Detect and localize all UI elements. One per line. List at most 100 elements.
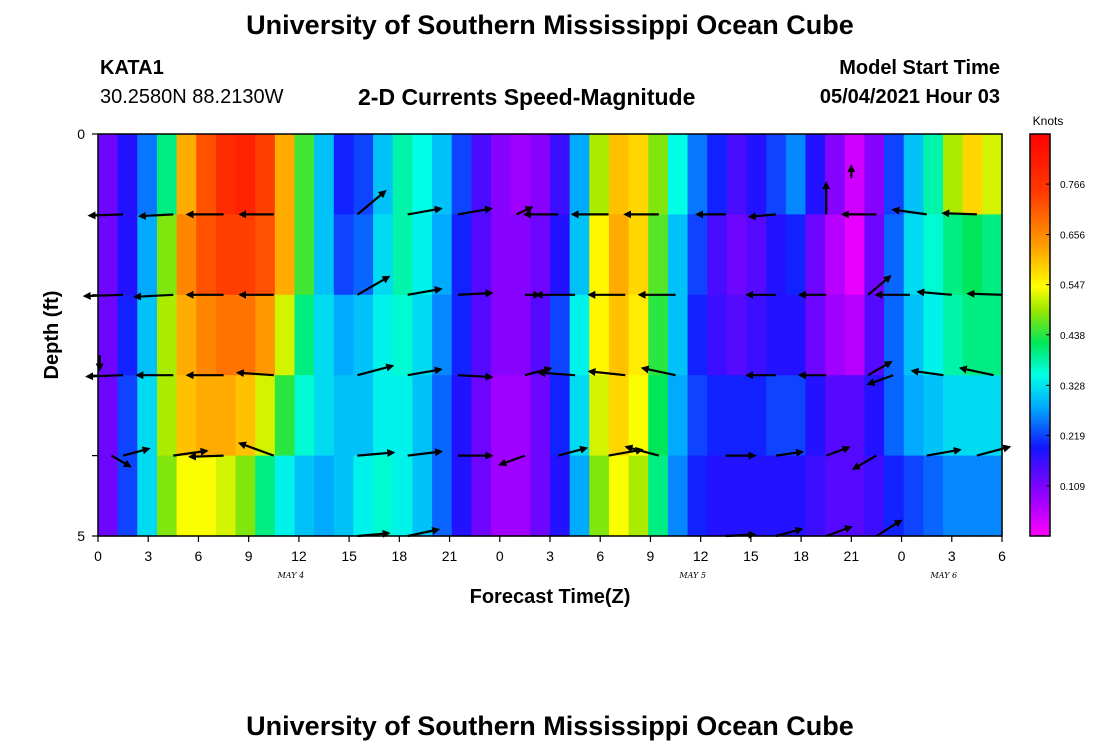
heatmap-cell [373, 134, 394, 215]
colorbar-tick-label: 0.438 [1060, 331, 1085, 342]
current-vector [775, 526, 804, 538]
x-tick-label: 3 [144, 548, 152, 564]
colorbar-tick-label: 0.766 [1060, 180, 1085, 191]
heatmap-cell [903, 375, 924, 457]
heatmap-cell [667, 375, 689, 457]
x-tick-label: 9 [647, 548, 655, 564]
heatmap-cell [451, 214, 472, 296]
heatmap-cell [962, 134, 983, 215]
heatmap-cell [491, 134, 512, 215]
current-vector [357, 363, 395, 377]
heatmap-cell [294, 455, 315, 537]
heatmap-cell [746, 455, 767, 537]
heatmap-cell [176, 375, 197, 457]
heatmap-cell [412, 214, 433, 296]
heatmap-cell [412, 375, 433, 457]
heatmap-cell [215, 214, 237, 296]
current-vector [357, 449, 396, 458]
heatmap-cell [962, 375, 983, 457]
current-vector [87, 211, 124, 220]
heatmap-cell [569, 214, 590, 296]
heatmap-cell [608, 214, 630, 296]
heatmap-cell [530, 375, 551, 457]
current-vector [457, 372, 494, 381]
current-vector [608, 446, 644, 457]
heatmap-cell [628, 375, 649, 457]
current-vector [407, 286, 443, 296]
heatmap-cell [491, 214, 512, 296]
current-vector [407, 448, 444, 457]
heatmap-cell [451, 375, 472, 457]
heatmap-cell [196, 455, 217, 537]
colorbar-tick-label: 0.109 [1060, 482, 1085, 493]
heatmap-cell [471, 375, 492, 457]
y-axis-label: Depth (ft) [41, 291, 63, 380]
current-vector [407, 366, 443, 377]
x-tick-label: 3 [948, 548, 956, 564]
heatmap-cell [982, 134, 1003, 215]
heatmap-cell [196, 375, 217, 457]
heatmap-cell [687, 375, 708, 457]
x-tick-label: 12 [693, 548, 709, 564]
heatmap-cell [825, 134, 846, 215]
heatmap-cell [432, 294, 453, 376]
heatmap-cell [392, 375, 414, 457]
heatmap-cell [314, 375, 335, 457]
current-vector [910, 367, 944, 377]
current-vector [85, 372, 124, 381]
heatmap-cell [608, 455, 630, 537]
heatmap-cell [294, 134, 315, 215]
current-vector [891, 206, 927, 216]
heatmap-cell [373, 294, 394, 376]
heatmap-cell [805, 455, 826, 537]
heatmap-cell [608, 375, 630, 457]
heatmap-cell [432, 455, 453, 537]
heatmap-cell [98, 455, 119, 537]
heatmap-cell [98, 294, 119, 376]
heatmap-cell [648, 134, 669, 215]
heatmap-cell [864, 375, 885, 457]
heatmap-cell [726, 455, 748, 537]
current-vector [133, 292, 174, 301]
heatmap-cell [785, 294, 807, 376]
heatmap-cell [255, 214, 276, 296]
heatmap-cell [235, 134, 256, 215]
heatmap-cell [353, 375, 374, 457]
heatmap-cell [825, 294, 846, 376]
heatmap-cell [628, 455, 649, 537]
heatmap-cell [156, 214, 178, 296]
heatmap-cell [510, 134, 531, 215]
station-id: KATA1 [100, 57, 164, 79]
heatmap-cell [491, 455, 512, 537]
heatmap-cell [687, 134, 708, 215]
heatmap-cell [746, 294, 767, 376]
x-tick-label: 12 [291, 548, 307, 564]
model-start-label: Model Start Time [839, 57, 1000, 79]
heatmap-cell [884, 214, 905, 296]
current-vector [407, 526, 441, 538]
heatmap-cell [451, 455, 472, 537]
current-vector [640, 365, 676, 377]
heatmap-cell [353, 134, 374, 215]
heatmap-cell [215, 455, 237, 537]
heatmap-cell [726, 375, 748, 457]
heatmap-cell [707, 134, 728, 215]
current-vector [122, 446, 151, 457]
heatmap-cell [707, 294, 728, 376]
heatmap-cell [569, 455, 590, 537]
heatmap-cell [550, 294, 571, 376]
heatmap-cell [943, 134, 964, 215]
heatmap-cell [726, 214, 748, 296]
x-tick-label: 21 [844, 548, 860, 564]
heatmap-cell [825, 375, 846, 457]
heatmap-cell [589, 294, 610, 376]
heatmap-cell [550, 134, 571, 215]
x-tick-label: 21 [442, 548, 458, 564]
y-tick-label-0: 0 [77, 126, 85, 142]
station-coords: 30.2580N 88.2130W [100, 86, 284, 108]
heatmap-cell [117, 214, 138, 296]
heatmap-cell [864, 294, 885, 376]
heatmap-cell [962, 214, 983, 296]
heatmap-cell [294, 214, 315, 296]
